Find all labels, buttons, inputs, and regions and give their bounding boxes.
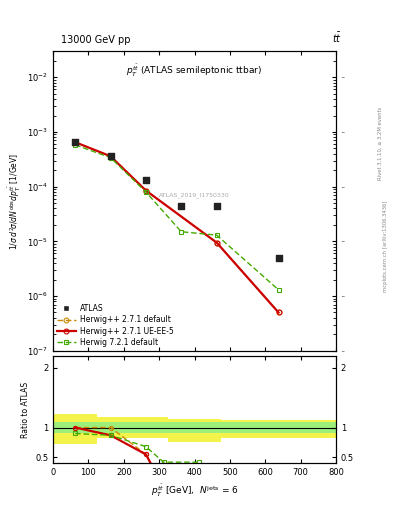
- Text: $p_T^{t\bar{t}}$ (ATLAS semileptonic ttbar): $p_T^{t\bar{t}}$ (ATLAS semileptonic ttb…: [127, 63, 263, 79]
- Point: [178, 202, 184, 210]
- Point: [275, 254, 282, 262]
- Y-axis label: Ratio to ATLAS: Ratio to ATLAS: [20, 381, 29, 438]
- X-axis label: $p^{t\bar{t}}_T$ [GeV],  $N^{\rm jets}$ = 6: $p^{t\bar{t}}_T$ [GeV], $N^{\rm jets}$ =…: [151, 483, 239, 499]
- Point: [213, 202, 220, 210]
- Point: [107, 152, 114, 160]
- Y-axis label: $1/\sigma\,d^2\!\sigma/dN^{\rm obs}dp^{t\bar{t}}_T$ [1/GeV]: $1/\sigma\,d^2\!\sigma/dN^{\rm obs}dp^{t…: [7, 153, 23, 249]
- Text: Rivet 3.1.10, ≥ 3.2M events: Rivet 3.1.10, ≥ 3.2M events: [378, 106, 383, 180]
- Text: $t\bar{t}$: $t\bar{t}$: [332, 31, 342, 45]
- Point: [143, 176, 149, 184]
- Legend: ATLAS, Herwig++ 2.7.1 default, Herwig++ 2.7.1 UE-EE-5, Herwig 7.2.1 default: ATLAS, Herwig++ 2.7.1 default, Herwig++ …: [57, 304, 174, 347]
- Text: ATLAS_2019_I1750330: ATLAS_2019_I1750330: [159, 192, 230, 198]
- Point: [72, 138, 78, 146]
- Text: 13000 GeV pp: 13000 GeV pp: [61, 35, 130, 45]
- Text: mcplots.cern.ch [arXiv:1306.3436]: mcplots.cern.ch [arXiv:1306.3436]: [383, 200, 387, 291]
